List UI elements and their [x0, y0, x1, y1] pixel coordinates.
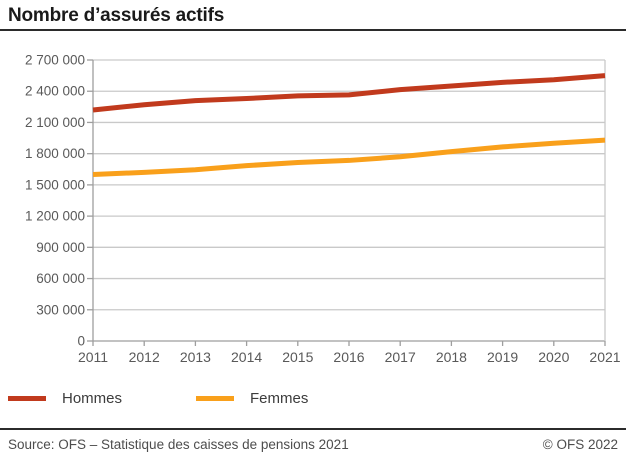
x-tick-label: 2019	[487, 349, 518, 365]
footer-divider	[0, 428, 626, 430]
x-tick-label: 2016	[333, 349, 364, 365]
legend-item-hommes: Hommes	[8, 390, 196, 407]
x-tick-label: 2012	[129, 349, 160, 365]
y-tick-label: 1 500 000	[25, 177, 85, 192]
y-tick-label: 0	[77, 334, 85, 349]
x-tick-label: 2011	[78, 349, 108, 365]
footer: Source: OFS – Statistique des caisses de…	[8, 437, 618, 452]
page-title: Nombre d’assurés actifs	[8, 5, 225, 26]
x-tick-label: 2021	[589, 349, 620, 365]
copyright-note: © OFS 2022	[542, 437, 618, 452]
y-tick-label: 2 100 000	[25, 115, 85, 130]
title-divider	[0, 29, 626, 31]
y-tick-label: 2 400 000	[25, 84, 85, 99]
y-tick-label: 900 000	[36, 240, 85, 255]
x-tick-label: 2018	[436, 349, 467, 365]
chart-legend: Hommes Femmes	[8, 390, 618, 407]
hommes-line-swatch	[8, 396, 46, 401]
y-tick-label: 1 200 000	[25, 209, 85, 224]
femmes-line-swatch	[196, 396, 234, 401]
series-line-femmes	[92, 137, 606, 177]
legend-label-hommes: Hommes	[62, 390, 123, 407]
x-tick-label: 2017	[385, 349, 416, 365]
legend-label-femmes: Femmes	[250, 390, 309, 407]
x-tick-label: 2015	[282, 349, 313, 365]
y-tick-label: 600 000	[36, 271, 85, 286]
line-chart-canvas: 0 300 000 600 000 900 000 1 200 000 1 500 000…	[25, 53, 621, 366]
y-tick-label: 2 700 000	[25, 53, 85, 68]
source-note: Source: OFS – Statistique des caisses de…	[8, 437, 349, 452]
legend-item-femmes: Femmes	[196, 390, 308, 407]
y-tick-label: 1 800 000	[25, 146, 85, 161]
y-tick-label: 300 000	[36, 302, 85, 317]
x-tick-label: 2014	[231, 349, 262, 365]
series-line-hommes	[92, 73, 606, 113]
x-tick-label: 2020	[538, 349, 569, 365]
x-tick-label: 2013	[180, 349, 211, 365]
